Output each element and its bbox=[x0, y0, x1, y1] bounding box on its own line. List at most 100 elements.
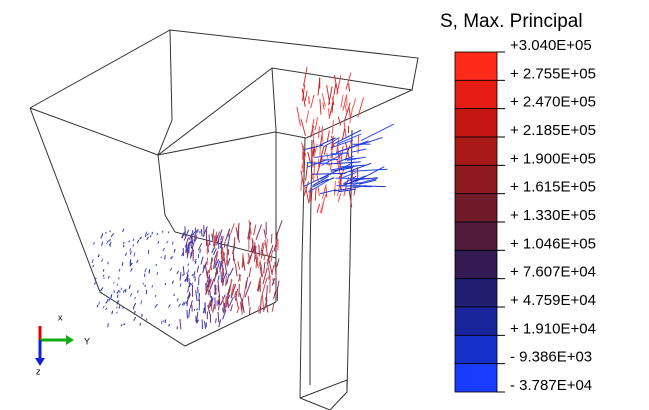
vector bbox=[321, 153, 343, 166]
vector bbox=[194, 260, 197, 265]
vector bbox=[217, 294, 221, 303]
vector bbox=[210, 256, 213, 264]
vector bbox=[312, 175, 329, 186]
vector bbox=[247, 221, 252, 240]
vector bbox=[314, 117, 319, 131]
legend-label: + 1.615E+05 bbox=[510, 179, 596, 196]
vector bbox=[244, 281, 252, 298]
edge bbox=[29, 29, 419, 156]
vector bbox=[336, 185, 372, 188]
legend-label: + 1.900E+05 bbox=[510, 150, 596, 167]
vector bbox=[343, 176, 349, 197]
vector bbox=[157, 240, 160, 244]
legend-label: + 7.607E+04 bbox=[510, 264, 596, 281]
vector bbox=[147, 233, 149, 236]
vector bbox=[336, 133, 362, 145]
vector bbox=[92, 264, 95, 268]
vector bbox=[317, 186, 320, 197]
vector bbox=[182, 266, 185, 275]
legend-label: + 1.046E+05 bbox=[510, 235, 596, 252]
vector bbox=[200, 256, 204, 265]
vector bbox=[190, 282, 194, 286]
vector bbox=[193, 271, 196, 278]
vector bbox=[303, 172, 333, 187]
vector bbox=[344, 175, 357, 184]
vector bbox=[300, 119, 307, 137]
color-swatch bbox=[454, 249, 498, 280]
vector bbox=[222, 272, 227, 281]
vector bbox=[319, 98, 322, 115]
color-swatch bbox=[454, 193, 498, 223]
vector bbox=[271, 278, 276, 286]
vector bbox=[191, 234, 194, 245]
vector bbox=[333, 129, 362, 145]
vector bbox=[328, 102, 334, 119]
vector bbox=[122, 306, 124, 309]
vector bbox=[352, 98, 357, 108]
vector bbox=[208, 234, 211, 246]
vector bbox=[190, 245, 193, 249]
vector bbox=[322, 102, 325, 110]
vector bbox=[213, 231, 218, 245]
vector bbox=[151, 231, 154, 235]
edge bbox=[157, 29, 173, 156]
legend-label: +3.040E+05 bbox=[510, 37, 592, 54]
vector bbox=[312, 139, 316, 153]
vector bbox=[276, 258, 280, 267]
vector bbox=[197, 242, 203, 251]
vector bbox=[220, 235, 223, 241]
vector bbox=[148, 269, 151, 274]
vector bbox=[256, 276, 261, 292]
vector bbox=[238, 283, 240, 297]
vector bbox=[116, 294, 119, 298]
vector bbox=[129, 292, 133, 297]
vector bbox=[339, 145, 344, 166]
wireframe bbox=[29, 29, 419, 410]
vector bbox=[93, 280, 97, 285]
vector bbox=[132, 238, 135, 242]
vector bbox=[270, 233, 273, 244]
vector bbox=[173, 248, 176, 253]
vector bbox=[261, 249, 264, 257]
vector bbox=[169, 267, 173, 272]
vector bbox=[207, 299, 212, 308]
vector bbox=[170, 255, 174, 260]
vector bbox=[237, 274, 242, 282]
vector bbox=[107, 275, 110, 279]
vector bbox=[149, 235, 152, 238]
vector bbox=[307, 151, 312, 164]
edge bbox=[346, 129, 353, 393]
vector bbox=[242, 256, 246, 271]
vector bbox=[303, 181, 310, 197]
vector bbox=[212, 260, 216, 269]
vector bbox=[93, 241, 95, 245]
vector bbox=[179, 283, 182, 288]
color-swatch bbox=[454, 108, 498, 138]
legend-label: - 9.386E+03 bbox=[510, 349, 592, 366]
vector bbox=[265, 297, 269, 313]
vector bbox=[142, 282, 145, 285]
vector bbox=[230, 283, 235, 296]
vector bbox=[213, 250, 219, 262]
vector bbox=[219, 229, 223, 237]
vector bbox=[133, 302, 137, 306]
vector bbox=[313, 143, 318, 159]
vector bbox=[116, 289, 120, 294]
vector bbox=[319, 141, 322, 157]
vector bbox=[154, 294, 157, 297]
vector bbox=[188, 277, 191, 288]
vector bbox=[338, 181, 341, 189]
vector bbox=[200, 228, 203, 237]
z-arrow-head bbox=[35, 358, 45, 366]
color-swatch bbox=[454, 51, 498, 81]
vector bbox=[183, 229, 190, 241]
vector bbox=[136, 239, 140, 244]
vector bbox=[169, 256, 173, 260]
vector bbox=[263, 261, 266, 274]
vector bbox=[187, 269, 190, 273]
vector bbox=[129, 259, 132, 264]
vector bbox=[250, 245, 254, 253]
vector bbox=[210, 278, 215, 288]
vector bbox=[215, 318, 217, 324]
vector bbox=[108, 238, 111, 242]
